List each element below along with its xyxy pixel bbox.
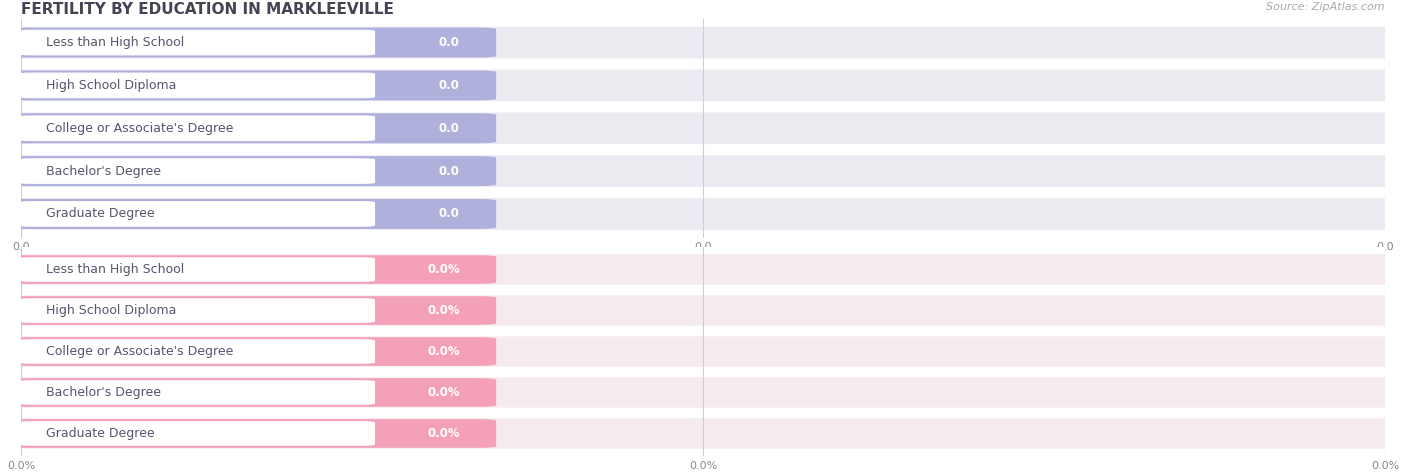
FancyBboxPatch shape [21, 255, 1385, 285]
FancyBboxPatch shape [18, 380, 375, 405]
FancyBboxPatch shape [7, 199, 496, 229]
Text: 0.0%: 0.0% [427, 386, 460, 399]
Text: 0.0: 0.0 [439, 165, 460, 178]
Text: Less than High School: Less than High School [46, 36, 184, 49]
FancyBboxPatch shape [18, 30, 375, 56]
FancyBboxPatch shape [21, 336, 1385, 367]
FancyBboxPatch shape [7, 337, 496, 366]
FancyBboxPatch shape [18, 339, 375, 364]
FancyBboxPatch shape [21, 27, 1385, 58]
FancyBboxPatch shape [18, 73, 375, 98]
FancyBboxPatch shape [7, 296, 496, 325]
Text: 0.0%: 0.0% [427, 263, 460, 276]
FancyBboxPatch shape [21, 295, 1385, 326]
FancyBboxPatch shape [21, 198, 1385, 230]
FancyBboxPatch shape [7, 419, 496, 448]
FancyBboxPatch shape [18, 421, 375, 446]
Text: 0.0%: 0.0% [427, 427, 460, 440]
FancyBboxPatch shape [18, 257, 375, 282]
FancyBboxPatch shape [7, 70, 496, 100]
FancyBboxPatch shape [7, 378, 496, 407]
FancyBboxPatch shape [18, 158, 375, 184]
Text: 0.0: 0.0 [439, 122, 460, 135]
Text: 0.0: 0.0 [439, 36, 460, 49]
Text: Less than High School: Less than High School [46, 263, 184, 276]
Text: College or Associate's Degree: College or Associate's Degree [46, 345, 233, 358]
FancyBboxPatch shape [21, 113, 1385, 144]
Text: 0.0: 0.0 [439, 79, 460, 92]
Text: Bachelor's Degree: Bachelor's Degree [46, 165, 162, 178]
FancyBboxPatch shape [21, 69, 1385, 101]
FancyBboxPatch shape [21, 377, 1385, 408]
FancyBboxPatch shape [7, 28, 496, 57]
Text: 0.0%: 0.0% [427, 304, 460, 317]
FancyBboxPatch shape [7, 156, 496, 186]
FancyBboxPatch shape [21, 155, 1385, 187]
Text: High School Diploma: High School Diploma [46, 79, 177, 92]
FancyBboxPatch shape [18, 201, 375, 227]
Text: 0.0%: 0.0% [427, 345, 460, 358]
Text: 0.0: 0.0 [439, 208, 460, 220]
FancyBboxPatch shape [21, 418, 1385, 448]
Text: College or Associate's Degree: College or Associate's Degree [46, 122, 233, 135]
Text: Graduate Degree: Graduate Degree [46, 427, 155, 440]
Text: Bachelor's Degree: Bachelor's Degree [46, 386, 162, 399]
Text: Graduate Degree: Graduate Degree [46, 208, 155, 220]
Text: FERTILITY BY EDUCATION IN MARKLEEVILLE: FERTILITY BY EDUCATION IN MARKLEEVILLE [21, 2, 394, 18]
Text: High School Diploma: High School Diploma [46, 304, 177, 317]
FancyBboxPatch shape [7, 255, 496, 284]
FancyBboxPatch shape [18, 298, 375, 323]
FancyBboxPatch shape [7, 113, 496, 143]
FancyBboxPatch shape [18, 115, 375, 141]
Text: Source: ZipAtlas.com: Source: ZipAtlas.com [1267, 2, 1385, 12]
